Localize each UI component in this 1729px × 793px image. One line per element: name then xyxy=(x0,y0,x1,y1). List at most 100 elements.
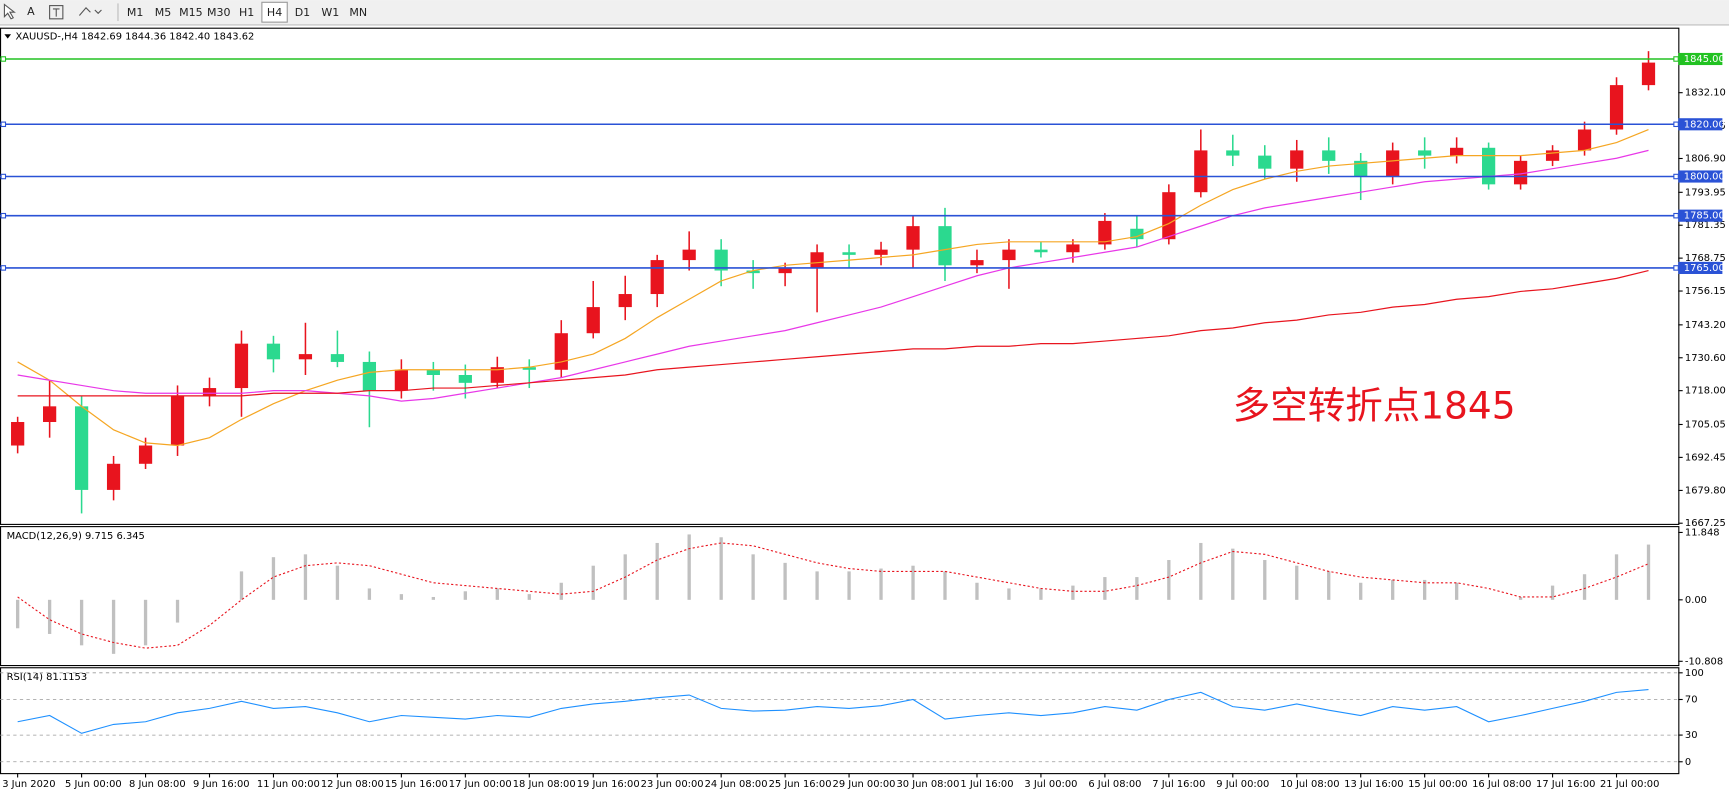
macd-bar xyxy=(15,599,20,629)
macd-bar xyxy=(1231,548,1235,600)
timeframe-button[interactable]: MN xyxy=(349,6,367,19)
candle-body xyxy=(1450,147,1464,156)
macd-bar xyxy=(1295,565,1299,600)
y-tick-label: 1692.45 xyxy=(1685,452,1726,463)
macd-bar xyxy=(303,554,308,600)
plot: XAUUSD-,H4 1842.69 1844.36 1842.40 1843.… xyxy=(0,27,1680,775)
macd-bar xyxy=(1103,577,1107,600)
text-tool[interactable]: A xyxy=(27,5,35,18)
x-tick-label: 18 Jun 08:00 xyxy=(513,779,576,790)
candle-body xyxy=(778,267,792,274)
macd-title: MACD(12,26,9) 9.715 6.345 xyxy=(7,531,145,542)
timeframe-button[interactable]: M30 xyxy=(207,6,231,19)
candle-body xyxy=(1322,150,1336,161)
y-tick-label: -10.808 xyxy=(1685,656,1723,667)
timeframe-button[interactable]: H1 xyxy=(239,6,254,19)
level-handle xyxy=(1673,56,1679,62)
x-tick-label: 13 Jul 16:00 xyxy=(1344,779,1403,790)
y-tick-label: 1743.20 xyxy=(1685,320,1726,331)
x-tick-label: 30 Jun 08:00 xyxy=(896,779,959,790)
main-panel xyxy=(0,27,1680,525)
candle-body xyxy=(426,369,440,375)
candle-body xyxy=(138,445,153,464)
candle-body xyxy=(490,367,504,383)
x-tick-label: 19 Jun 16:00 xyxy=(577,779,640,790)
candle-body xyxy=(298,354,313,360)
y-tick-label: 70 xyxy=(1685,694,1698,705)
macd-bar xyxy=(1614,554,1619,600)
level-handle xyxy=(1673,265,1679,271)
timeframe-button[interactable]: M1 xyxy=(127,6,144,19)
candle-body xyxy=(938,226,952,266)
symbol-menu-arrow[interactable] xyxy=(4,34,12,39)
level-handle xyxy=(0,265,7,271)
macd-bar xyxy=(1391,579,1395,600)
candle-body xyxy=(1545,150,1560,161)
candle-body xyxy=(1609,85,1624,130)
candle-body xyxy=(1226,150,1240,156)
candle-body xyxy=(970,260,984,266)
y-tick-label: 1806.90 xyxy=(1685,153,1726,164)
macd-signal xyxy=(17,542,1649,649)
toolbar-bg xyxy=(0,0,1729,25)
macd-bar xyxy=(495,588,499,600)
x-tick-label: 11 Jun 00:00 xyxy=(257,779,320,790)
label-tool[interactable] xyxy=(49,5,64,20)
x-tick-label: 3 Jun 2020 xyxy=(2,779,55,790)
timeframe-button[interactable]: M5 xyxy=(155,6,172,19)
y-tick-label: 0.00 xyxy=(1685,595,1707,606)
candle-body xyxy=(330,354,345,362)
macd-bar xyxy=(463,591,467,600)
macd-bar xyxy=(143,599,148,646)
x-tick-label: 7 Jul 16:00 xyxy=(1152,779,1205,790)
x-tick-label: 9 Jun 16:00 xyxy=(193,779,250,790)
candle-body xyxy=(1354,160,1368,177)
level-label: 1820.00 xyxy=(1684,119,1725,130)
timeframe-button[interactable]: W1 xyxy=(321,6,339,19)
timeframes: M1 M5 M15 M30 H1 H4 D1 W1 MN xyxy=(127,1,367,23)
candle-body xyxy=(1386,150,1400,177)
x-tick-label: 6 Jul 08:00 xyxy=(1088,779,1141,790)
macd-bar xyxy=(431,596,436,600)
level-label: 1800.00 xyxy=(1684,172,1725,183)
x-tick-label: 16 Jul 08:00 xyxy=(1472,779,1531,790)
candle-body xyxy=(106,463,121,490)
timeframe-button[interactable]: H4 xyxy=(267,6,282,19)
candle-body xyxy=(266,343,281,360)
candle-body xyxy=(1130,228,1144,240)
x-tick-label: 25 Jun 16:00 xyxy=(769,779,832,790)
macd-bar xyxy=(1071,585,1075,600)
y-tick-label: 1718.00 xyxy=(1685,386,1726,397)
x-tick-label: 8 Jun 08:00 xyxy=(129,779,186,790)
timeframe-button[interactable]: M15 xyxy=(179,6,203,19)
x-tick-label: 15 Jun 16:00 xyxy=(385,779,448,790)
level-handle xyxy=(1673,173,1679,180)
macd-bar xyxy=(1135,577,1139,600)
macd-bar xyxy=(47,599,52,634)
macd-bar xyxy=(783,562,787,600)
macd-bar xyxy=(1167,560,1171,600)
level-label: 1845.00 xyxy=(1684,54,1725,65)
candle-body xyxy=(1577,129,1592,151)
macd-bar xyxy=(751,554,755,600)
candle-body xyxy=(650,260,664,295)
candle-body xyxy=(1066,244,1080,253)
timeframe-button[interactable]: D1 xyxy=(295,6,310,19)
macd-bar xyxy=(591,565,595,600)
x-tick-label: 3 Jul 00:00 xyxy=(1024,779,1077,790)
macd-bar xyxy=(1646,544,1651,600)
cursor-icon[interactable] xyxy=(3,3,16,20)
level-label: 1765.00 xyxy=(1684,263,1725,274)
candle-body xyxy=(618,294,632,308)
macd-bar xyxy=(879,568,883,600)
y-tick-label: 0 xyxy=(1685,757,1691,768)
macd-bar xyxy=(1550,585,1555,600)
y-tick-label: 1756.15 xyxy=(1685,286,1726,297)
level-handle xyxy=(0,173,7,180)
candle-body xyxy=(170,395,185,446)
objects-tool[interactable] xyxy=(78,6,102,16)
candle-body xyxy=(1290,150,1304,169)
candle-body xyxy=(586,307,600,334)
candle-body xyxy=(1034,249,1048,253)
